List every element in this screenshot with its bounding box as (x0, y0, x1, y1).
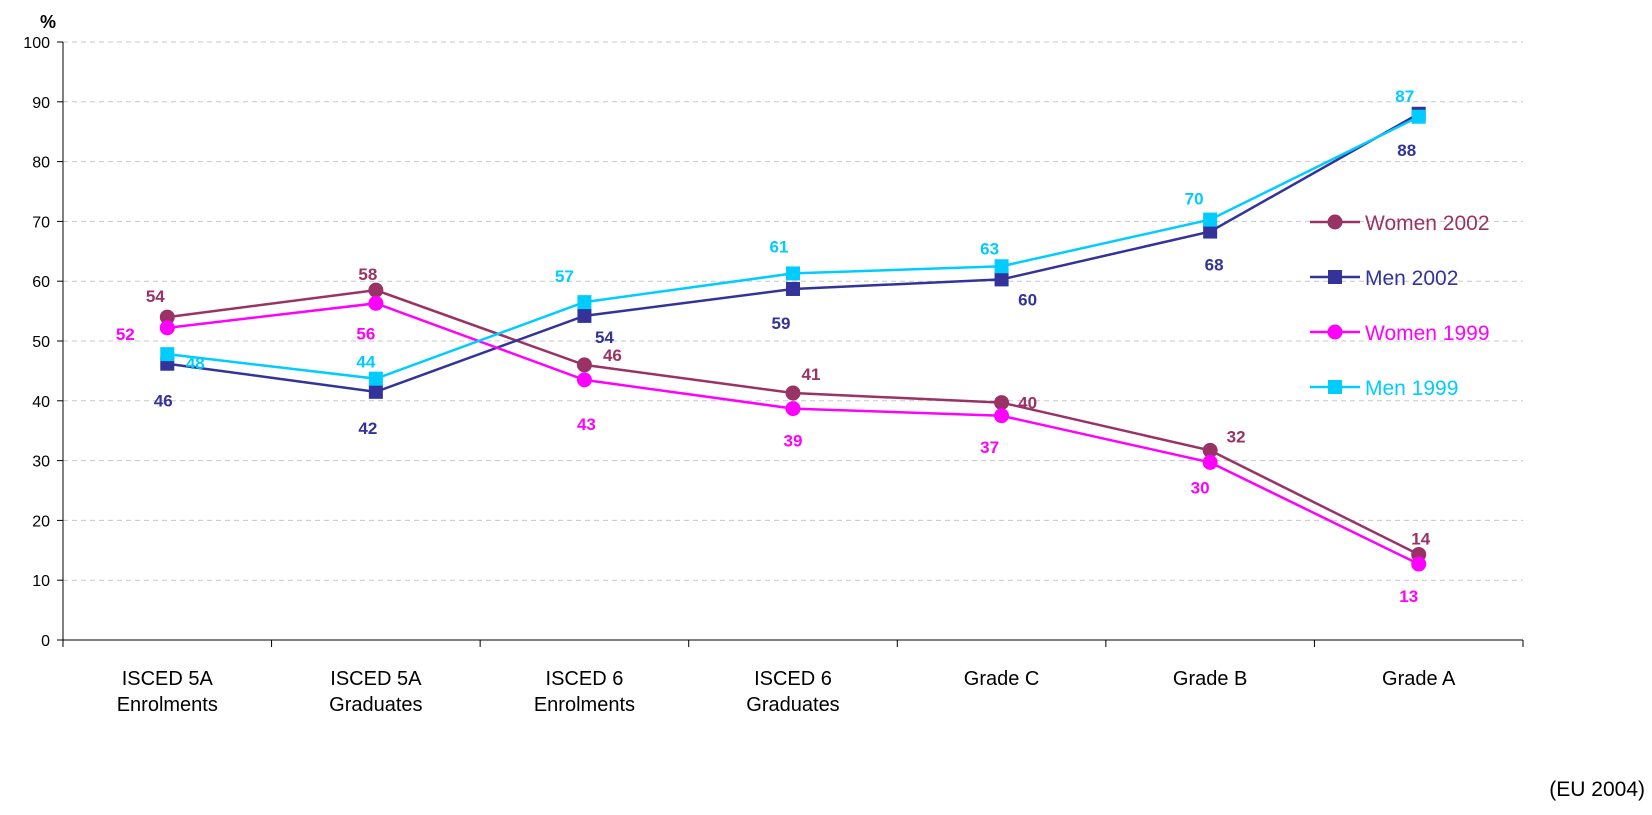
data-point (1203, 224, 1218, 239)
x-tick-label: ISCED 6 Graduates (746, 668, 839, 716)
data-point (577, 295, 592, 310)
source-note: (EU 2004) (1549, 778, 1645, 801)
data-point (160, 347, 175, 362)
data-point (785, 401, 801, 417)
data-label: 48 (186, 354, 205, 373)
data-point (785, 385, 801, 401)
x-tick-label: Grade A (1382, 668, 1456, 690)
series-women-2002 (159, 282, 1427, 562)
data-label: 44 (356, 353, 375, 372)
data-label: 54 (595, 328, 614, 347)
data-label: 61 (770, 237, 789, 256)
series-men-1999 (160, 109, 1426, 386)
data-label: 52 (116, 325, 135, 344)
data-point (1411, 556, 1427, 572)
data-point (368, 384, 383, 399)
legend-circle-marker (1327, 324, 1343, 340)
data-label: 63 (980, 239, 999, 258)
data-label: 56 (356, 324, 375, 343)
data-point (1202, 454, 1218, 470)
data-label: 43 (577, 415, 596, 434)
y-tick-label: 20 (32, 513, 50, 530)
data-point (576, 357, 592, 373)
data-label: 88 (1397, 141, 1416, 160)
data-point (994, 259, 1009, 274)
legend-label: Women 1999 (1365, 322, 1490, 345)
data-point (1203, 212, 1218, 227)
legend: Women 2002 Men 2002 Women 1999 Men 1999 (1310, 212, 1490, 400)
data-label: 32 (1227, 427, 1246, 446)
legend-square-marker (1328, 270, 1342, 284)
legend-item: Women 2002 (1310, 212, 1490, 235)
data-label: 46 (603, 346, 622, 365)
data-point (576, 372, 592, 388)
x-tick-label: ISCED 6 Enrolments (534, 668, 635, 716)
data-point (368, 371, 383, 386)
data-label: 58 (358, 265, 377, 284)
legend-label: Men 2002 (1365, 267, 1458, 290)
data-point (994, 408, 1010, 424)
y-tick-label: 60 (32, 274, 50, 291)
series-women-1999 (159, 295, 1427, 572)
series-layer (159, 106, 1427, 572)
y-tick-label: 40 (32, 394, 50, 411)
data-label: 70 (1185, 190, 1204, 209)
data-label: 37 (980, 438, 999, 457)
data-label: 60 (1018, 290, 1037, 309)
legend-circle-marker (1327, 214, 1343, 230)
y-tick-label: 100 (23, 35, 50, 52)
data-point (368, 282, 384, 298)
x-tick-label: Grade C (964, 668, 1040, 690)
data-label: 30 (1191, 478, 1210, 497)
x-tick-label: ISCED 5A Graduates (329, 668, 422, 716)
data-point (1411, 109, 1426, 124)
data-point (786, 266, 800, 281)
data-label: 87 (1395, 87, 1414, 106)
y-axis-unit-label: % (40, 12, 56, 32)
data-label: 59 (772, 314, 791, 333)
data-label: 42 (358, 419, 377, 438)
data-label: 46 (154, 392, 173, 411)
data-point (994, 395, 1010, 411)
data-label: 39 (784, 432, 803, 451)
y-tick-label: 70 (32, 214, 50, 231)
y-tick-label: 50 (32, 334, 50, 351)
gridlines (63, 41, 1523, 581)
legend-label: Men 1999 (1365, 377, 1458, 400)
data-point (577, 308, 592, 323)
x-tick-label: ISCED 5A Enrolments (117, 668, 218, 716)
data-label: 54 (146, 287, 165, 306)
data-labels: 54 58 46 41 40 32 14 46 42 54 59 60 68 88 52 56 43 39 37 30… (116, 87, 1431, 606)
data-point (159, 320, 175, 336)
data-label: 13 (1399, 587, 1418, 606)
data-label: 41 (802, 365, 821, 384)
series-men-2002 (160, 106, 1426, 399)
legend-item: Men 2002 (1310, 267, 1458, 290)
data-point (786, 281, 800, 296)
y-tick-label: 10 (32, 573, 50, 590)
series-line (167, 115, 1420, 380)
y-tick-label: 0 (41, 633, 50, 650)
legend-label: Women 2002 (1365, 212, 1490, 235)
y-tick-label: 30 (32, 454, 50, 471)
x-tick-label: Grade B (1173, 668, 1247, 690)
data-point (994, 272, 1009, 287)
series-line (167, 112, 1420, 394)
data-label: 14 (1411, 529, 1430, 548)
y-tick-label: 80 (32, 155, 50, 172)
legend-square-marker (1328, 380, 1342, 394)
legend-item: Men 1999 (1310, 377, 1458, 400)
axes: 0 10 20 30 40 50 60 70 80 90 100 ISCED 5A Enrolments… (23, 35, 1524, 716)
data-label: 57 (555, 267, 574, 286)
data-label: 68 (1205, 256, 1224, 275)
series-line (167, 288, 1420, 556)
data-point (368, 295, 384, 311)
data-label: 40 (1018, 394, 1037, 413)
legend-item: Women 1999 (1310, 322, 1490, 345)
y-tick-label: 90 (32, 95, 50, 112)
